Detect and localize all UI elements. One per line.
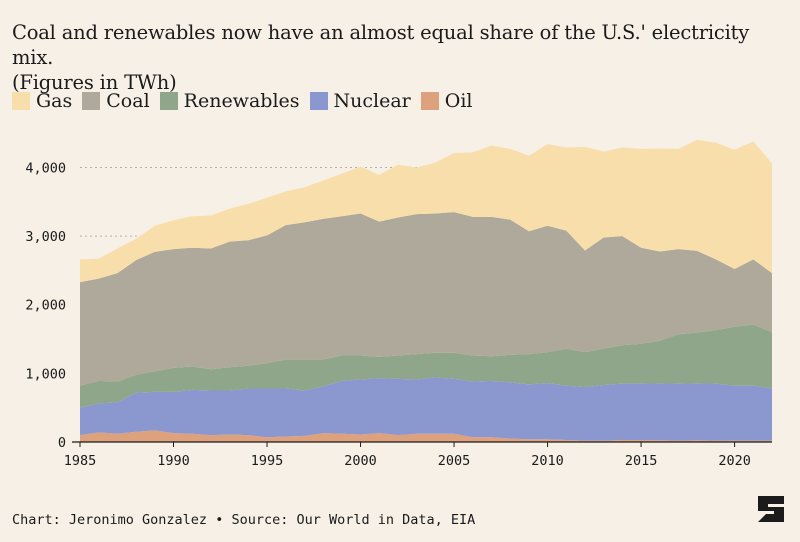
area-gas [80, 140, 772, 283]
legend-label-nuclear: Nuclear [333, 90, 411, 112]
legend-item-nuclear: Nuclear [309, 90, 411, 112]
legend-item-coal: Coal [82, 90, 150, 112]
s-logo-icon [758, 496, 784, 522]
x-tick-label-2015: 2015 [625, 453, 658, 469]
area-nuclear [80, 377, 772, 441]
legend-label-gas: Gas [36, 90, 73, 112]
chart-title-line-2: (Figures in TWh) [12, 71, 177, 94]
area-coal [80, 212, 772, 386]
legend-swatch-gas [12, 92, 30, 110]
x-tick-label-1985: 1985 [64, 453, 97, 469]
x-tick-label-1990: 1990 [157, 453, 190, 469]
legend: Gas Coal Renewables Nuclear Oil [12, 90, 472, 112]
legend-item-renewables: Renewables [159, 90, 300, 112]
chart-title: Coal and renewables now have an almost e… [12, 20, 792, 95]
x-tick-label-2020: 2020 [718, 453, 751, 469]
legend-swatch-coal [82, 92, 101, 110]
area-renewables [80, 324, 772, 408]
legend-item-gas: Gas [12, 90, 72, 112]
legend-item-oil: Oil [420, 90, 473, 112]
y-tick-label-2000: 2,000 [25, 298, 66, 314]
x-tick-label-2010: 2010 [531, 453, 564, 469]
legend-label-oil: Oil [444, 90, 473, 112]
y-tick-label-1000: 1,000 [25, 366, 66, 382]
x-tick-label-2005: 2005 [438, 453, 471, 469]
area-oil [80, 430, 772, 442]
legend-label-renewables: Renewables [183, 90, 300, 112]
legend-swatch-nuclear [309, 92, 328, 110]
x-tick-label-1995: 1995 [251, 453, 284, 469]
y-tick-label-4000: 4,000 [25, 160, 66, 176]
y-tick-label-0: 0 [58, 435, 66, 451]
x-tick-label-2000: 2000 [344, 453, 377, 469]
footer-credit: Chart: Jeronimo Gonzalez • Source: Our W… [12, 512, 476, 528]
legend-swatch-renewables [159, 92, 178, 110]
y-tick-label-3000: 3,000 [25, 229, 66, 245]
chart-title-line-1: Coal and renewables now have an almost e… [12, 21, 750, 69]
stacked-area-chart: 0 1,000 2,000 3,000 4,000 1985 1990 1995 2000 200… [25, 140, 772, 469]
legend-label-coal: Coal [106, 90, 150, 112]
legend-swatch-oil [420, 92, 439, 110]
